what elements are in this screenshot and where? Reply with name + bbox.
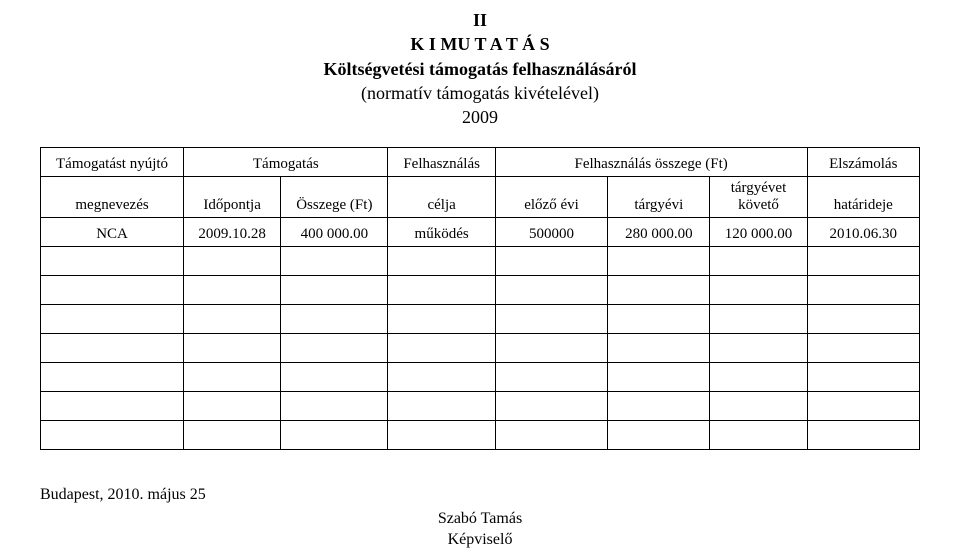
empty-cell bbox=[807, 363, 919, 392]
col-hatarido: határideje bbox=[807, 177, 919, 218]
header-line-1: II bbox=[40, 8, 920, 32]
col-osszeg-group: Felhasználás összege (Ft) bbox=[495, 148, 807, 177]
cell-osszeg: 400 000.00 bbox=[281, 218, 388, 247]
empty-cell bbox=[608, 421, 710, 450]
empty-cell bbox=[388, 305, 495, 334]
empty-cell bbox=[281, 247, 388, 276]
table-body: NCA2009.10.28400 000.00működés500000280 … bbox=[41, 218, 920, 450]
empty-cell bbox=[388, 276, 495, 305]
empty-cell bbox=[807, 334, 919, 363]
empty-cell bbox=[495, 421, 607, 450]
empty-cell bbox=[41, 421, 184, 450]
col-idopont: Időpontja bbox=[184, 177, 281, 218]
empty-cell bbox=[281, 276, 388, 305]
cell-targyevi: 280 000.00 bbox=[608, 218, 710, 247]
table-row bbox=[41, 363, 920, 392]
footer-name: Szabó Tamás bbox=[0, 509, 960, 530]
col-elszamolas-top: Elszámolás bbox=[807, 148, 919, 177]
cell-idopont: 2009.10.28 bbox=[184, 218, 281, 247]
table-row: NCA2009.10.28400 000.00működés500000280 … bbox=[41, 218, 920, 247]
empty-cell bbox=[710, 363, 807, 392]
empty-cell bbox=[281, 334, 388, 363]
empty-cell bbox=[281, 305, 388, 334]
col-felhasznalas-top: Felhasználás bbox=[388, 148, 495, 177]
table-row bbox=[41, 247, 920, 276]
header-subline: (normatív támogatás kivételével) bbox=[40, 81, 920, 105]
empty-cell bbox=[41, 334, 184, 363]
table-row bbox=[41, 392, 920, 421]
empty-cell bbox=[41, 363, 184, 392]
empty-cell bbox=[41, 247, 184, 276]
cell-cel: működés bbox=[388, 218, 495, 247]
empty-cell bbox=[608, 276, 710, 305]
table-row bbox=[41, 305, 920, 334]
empty-cell bbox=[710, 392, 807, 421]
table-row bbox=[41, 276, 920, 305]
empty-cell bbox=[281, 392, 388, 421]
empty-cell bbox=[710, 247, 807, 276]
empty-cell bbox=[184, 247, 281, 276]
empty-cell bbox=[710, 305, 807, 334]
col-targyevi: tárgyévi bbox=[608, 177, 710, 218]
footer-signature: Szabó Tamás Képviselő bbox=[0, 509, 960, 551]
table-header: Támogatást nyújtó Támogatás Felhasználás… bbox=[41, 148, 920, 218]
cell-elozo: 500000 bbox=[495, 218, 607, 247]
empty-cell bbox=[281, 363, 388, 392]
empty-cell bbox=[807, 276, 919, 305]
empty-cell bbox=[41, 276, 184, 305]
empty-cell bbox=[388, 334, 495, 363]
empty-cell bbox=[608, 363, 710, 392]
empty-cell bbox=[388, 392, 495, 421]
empty-cell bbox=[608, 247, 710, 276]
footer-place-date: Budapest, 2010. május 25 bbox=[40, 486, 206, 504]
empty-cell bbox=[807, 392, 919, 421]
empty-cell bbox=[807, 421, 919, 450]
empty-cell bbox=[388, 247, 495, 276]
col-megnevezes-bottom: megnevezés bbox=[41, 177, 184, 218]
cell-hatarido: 2010.06.30 bbox=[807, 218, 919, 247]
empty-cell bbox=[608, 305, 710, 334]
empty-cell bbox=[710, 334, 807, 363]
empty-cell bbox=[41, 392, 184, 421]
empty-cell bbox=[495, 334, 607, 363]
empty-cell bbox=[184, 276, 281, 305]
table-row bbox=[41, 334, 920, 363]
empty-cell bbox=[495, 392, 607, 421]
empty-cell bbox=[608, 334, 710, 363]
empty-cell bbox=[495, 276, 607, 305]
empty-cell bbox=[807, 305, 919, 334]
empty-cell bbox=[184, 392, 281, 421]
col-osszeg: Összege (Ft) bbox=[281, 177, 388, 218]
empty-cell bbox=[495, 305, 607, 334]
cell-koveto: 120 000.00 bbox=[710, 218, 807, 247]
col-elozo-evi: előző évi bbox=[495, 177, 607, 218]
empty-cell bbox=[495, 247, 607, 276]
header-line-2: K I MU T A T Á S bbox=[40, 32, 920, 56]
empty-cell bbox=[388, 421, 495, 450]
col-cel: célja bbox=[388, 177, 495, 218]
empty-cell bbox=[184, 363, 281, 392]
col-tamogatas-group: Támogatás bbox=[184, 148, 388, 177]
empty-cell bbox=[388, 363, 495, 392]
empty-cell bbox=[807, 247, 919, 276]
footer-title: Képviselő bbox=[0, 530, 960, 551]
empty-cell bbox=[495, 363, 607, 392]
cell-megnevezes: NCA bbox=[41, 218, 184, 247]
empty-cell bbox=[184, 305, 281, 334]
empty-cell bbox=[710, 421, 807, 450]
document-header: II K I MU T A T Á S Költségvetési támoga… bbox=[40, 8, 920, 129]
header-line-3: Költségvetési támogatás felhasználásáról bbox=[40, 57, 920, 81]
empty-cell bbox=[608, 392, 710, 421]
empty-cell bbox=[184, 334, 281, 363]
empty-cell bbox=[281, 421, 388, 450]
col-megnevezes-top: Támogatást nyújtó bbox=[41, 148, 184, 177]
col-koveto: tárgyévet követő bbox=[710, 177, 807, 218]
table-row bbox=[41, 421, 920, 450]
empty-cell bbox=[41, 305, 184, 334]
empty-cell bbox=[184, 421, 281, 450]
support-table: Támogatást nyújtó Támogatás Felhasználás… bbox=[40, 147, 920, 450]
empty-cell bbox=[710, 276, 807, 305]
header-year: 2009 bbox=[40, 105, 920, 129]
